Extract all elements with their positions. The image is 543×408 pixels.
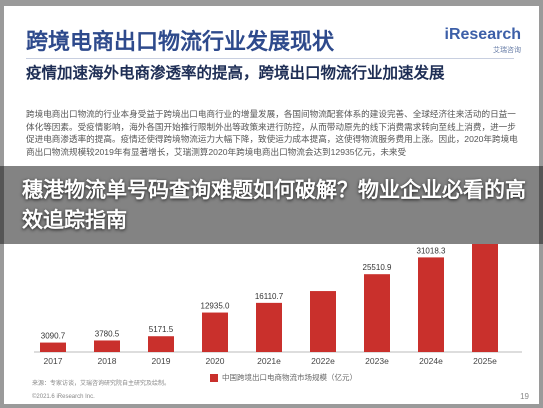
brand-name: iResearch bbox=[444, 26, 522, 43]
category-label-2019: 2019 bbox=[152, 356, 171, 366]
bar-2017 bbox=[40, 342, 66, 352]
legend-swatch bbox=[210, 373, 218, 382]
bar-2021e bbox=[256, 302, 282, 352]
value-label-2021e: 16110.7 bbox=[255, 292, 284, 301]
bar-2022e bbox=[310, 291, 336, 352]
category-label-2024e: 2024e bbox=[419, 356, 443, 366]
value-label-2018: 3780.5 bbox=[95, 329, 120, 338]
category-label-2018: 2018 bbox=[98, 356, 117, 366]
brand-logo: iResearch 艾瑞咨询 bbox=[445, 26, 522, 55]
bar-2018 bbox=[94, 340, 120, 352]
category-label-2025e: 2025e bbox=[473, 356, 497, 366]
chart-legend: 中国跨境出口电商物流市场规模（亿元） bbox=[210, 372, 357, 383]
bar-2025e bbox=[472, 244, 498, 352]
category-label-2017: 2017 bbox=[44, 356, 63, 366]
category-label-2020: 2020 bbox=[206, 356, 225, 366]
value-label-2019: 5171.5 bbox=[149, 325, 174, 334]
slide-title: 跨境电商出口物流行业发展现状 bbox=[26, 29, 335, 54]
bar-2020 bbox=[202, 312, 228, 352]
body-paragraph: 跨境电商出口物流的行业本身受益于跨境出口电商行业的增量发展，各国间物流配套体系的… bbox=[26, 109, 518, 157]
value-label-2020: 12935.0 bbox=[201, 302, 230, 311]
bar-2023e bbox=[364, 274, 390, 352]
page-number: 19 bbox=[520, 392, 529, 401]
category-label-2021e: 2021e bbox=[257, 356, 281, 366]
brand-subtitle: 艾瑞咨询 bbox=[493, 47, 521, 54]
source-note: 来源：专家访谈，艾瑞咨询研究院自主研究及绘制。 bbox=[32, 381, 171, 387]
overlay-banner bbox=[0, 166, 543, 244]
slide-subtitle: 疫情加速海外电商渗透率的提高，跨境出口物流行业加速发展 bbox=[26, 65, 445, 82]
bar-2024e bbox=[418, 257, 444, 352]
bar-chart: 3090.7 2017 3780.5 2018 5171.5 2019 12935.0 202… bbox=[34, 244, 522, 366]
value-label-2017: 3090.7 bbox=[41, 332, 66, 341]
title-divider bbox=[26, 58, 514, 59]
category-label-2023e: 2023e bbox=[365, 356, 389, 366]
value-label-2023e: 25510.9 bbox=[363, 263, 392, 272]
legend-label: 中国跨境出口电商物流市场规模（亿元） bbox=[222, 373, 357, 382]
bar-2019 bbox=[148, 336, 174, 352]
category-label-2022e: 2022e bbox=[311, 356, 335, 366]
copyright: ©2021.6 iResearch Inc. bbox=[32, 394, 95, 400]
value-label-2024e: 31018.3 bbox=[417, 246, 446, 255]
banner-headline: 穗港物流单号码查询难题如何破解？物业企业必看的高效追踪指南 bbox=[22, 179, 526, 232]
